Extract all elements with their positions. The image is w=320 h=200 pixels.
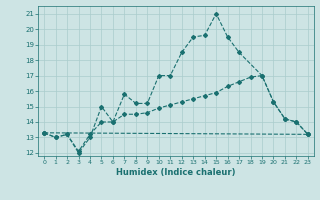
- X-axis label: Humidex (Indice chaleur): Humidex (Indice chaleur): [116, 168, 236, 177]
